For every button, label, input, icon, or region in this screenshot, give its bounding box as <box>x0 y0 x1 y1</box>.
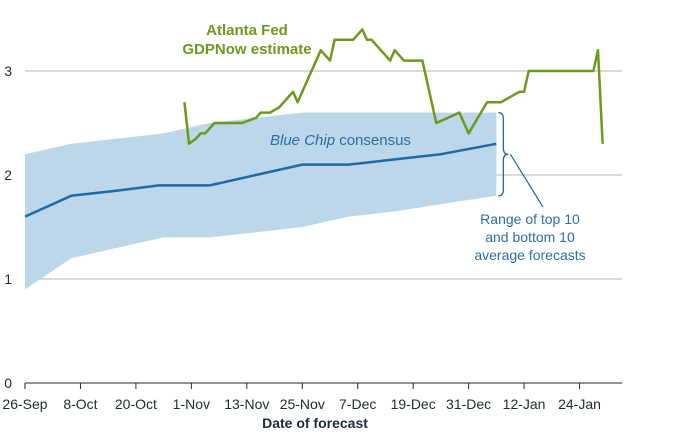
x-axis-ticks: 26-Sep 8-Oct 20-Oct 1-Nov 13-Nov 25-Nov 7-Dec 1… <box>2 383 601 412</box>
range-bracket <box>498 111 509 197</box>
annotations: Atlanta Fed GDPNow estimate Blue Chip cons… <box>182 22 585 263</box>
y-tick-label: 1 <box>4 271 12 287</box>
blue-chip-label-italic: Blue Chip <box>270 132 335 149</box>
x-tick-label: 1-Nov <box>173 396 210 412</box>
y-tick-label: 3 <box>4 63 12 79</box>
x-tick-label: 13-Nov <box>224 396 269 412</box>
y-axis-ticks: 0 1 2 3 <box>4 63 12 391</box>
y-tick-label: 0 <box>4 375 12 391</box>
x-tick-label: 7-Dec <box>339 396 376 412</box>
range-band-area <box>25 112 497 290</box>
x-tick-label: 24-Jan <box>558 396 601 412</box>
range-leader-line <box>509 153 544 208</box>
forecast-range-band <box>25 112 497 290</box>
y-tick-label: 2 <box>4 167 12 183</box>
x-tick-label: 19-Dec <box>391 396 436 412</box>
range-label: Range of top 10 <box>480 211 580 227</box>
x-tick-label: 20-Oct <box>115 396 157 412</box>
x-tick-label: 25-Nov <box>280 396 325 412</box>
range-label: and bottom 10 <box>485 229 575 245</box>
blue-chip-series-label: Blue Chip consensus <box>270 132 411 149</box>
gdpnow-series-line <box>183 28 604 146</box>
x-tick-label: 8-Oct <box>63 396 97 412</box>
x-tick-label: 26-Sep <box>2 396 47 412</box>
gdpnow-series-label: Atlanta Fed <box>206 22 288 39</box>
blue-chip-series-line <box>24 142 497 218</box>
range-label: average forecasts <box>474 247 585 263</box>
blue-chip-label-rest: consensus <box>335 132 411 149</box>
gdpnow-series-label: GDPNow estimate <box>182 41 311 58</box>
x-axis-title: Date of forecast <box>262 415 368 431</box>
series-lines <box>24 28 604 218</box>
x-tick-label: 31-Dec <box>446 396 491 412</box>
x-tick-label: 12-Jan <box>503 396 546 412</box>
